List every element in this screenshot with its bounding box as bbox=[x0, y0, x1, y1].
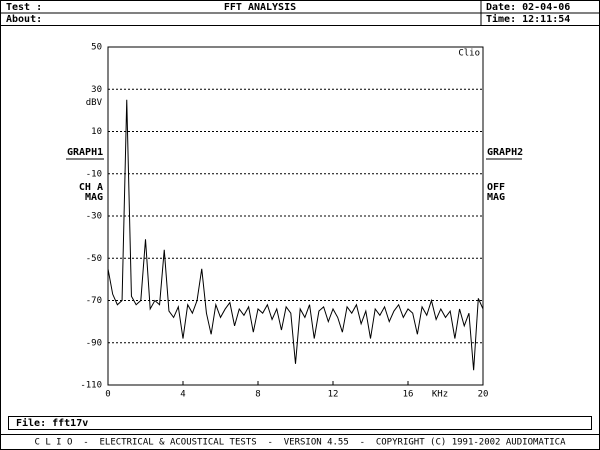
x-tick-label: 20 bbox=[478, 390, 489, 400]
y-tick-label: -10 bbox=[86, 169, 102, 179]
date-field: Date: 02-04-06 bbox=[486, 2, 570, 13]
footer-text: C L I O - ELECTRICAL & ACOUSTICAL TESTS … bbox=[34, 438, 566, 448]
mode-label: MAG bbox=[85, 192, 103, 203]
test-field: Test : bbox=[6, 2, 42, 13]
y-tick-label: 30 bbox=[91, 85, 102, 95]
logo: Clio bbox=[458, 49, 480, 59]
mode-label: MAG bbox=[487, 192, 505, 203]
graph-label: GRAPH1 bbox=[67, 147, 103, 158]
x-tick-label: 8 bbox=[255, 390, 260, 400]
y-tick-label: -30 bbox=[86, 212, 102, 222]
screen-title: FFT ANALYSIS bbox=[224, 2, 296, 13]
channel-label: OFF bbox=[487, 182, 505, 193]
file-box bbox=[8, 416, 592, 430]
y-tick-label: -110 bbox=[80, 381, 102, 391]
x-tick-label: 0 bbox=[105, 390, 110, 400]
spectrum-line bbox=[107, 99, 484, 371]
y-tick-label: 50 bbox=[91, 43, 102, 53]
y-tick-label: -90 bbox=[86, 338, 102, 348]
x-tick-label: 12 bbox=[328, 390, 339, 400]
x-tick-label: 16 bbox=[403, 390, 414, 400]
y-tick-label: -70 bbox=[86, 296, 102, 306]
graph-label: GRAPH2 bbox=[487, 147, 523, 158]
time-field: Time: 12:11:54 bbox=[486, 13, 570, 25]
y-tick-label: 10 bbox=[91, 127, 102, 137]
y-axis-label: dBV bbox=[86, 98, 103, 108]
x-tick-label: 4 bbox=[180, 390, 185, 400]
y-tick-label: -50 bbox=[86, 254, 102, 264]
x-axis-label: KHz bbox=[432, 390, 448, 400]
file-field: File: fft17v bbox=[16, 417, 88, 429]
about-field: About: bbox=[6, 14, 42, 25]
channel-label: CH A bbox=[79, 182, 103, 193]
